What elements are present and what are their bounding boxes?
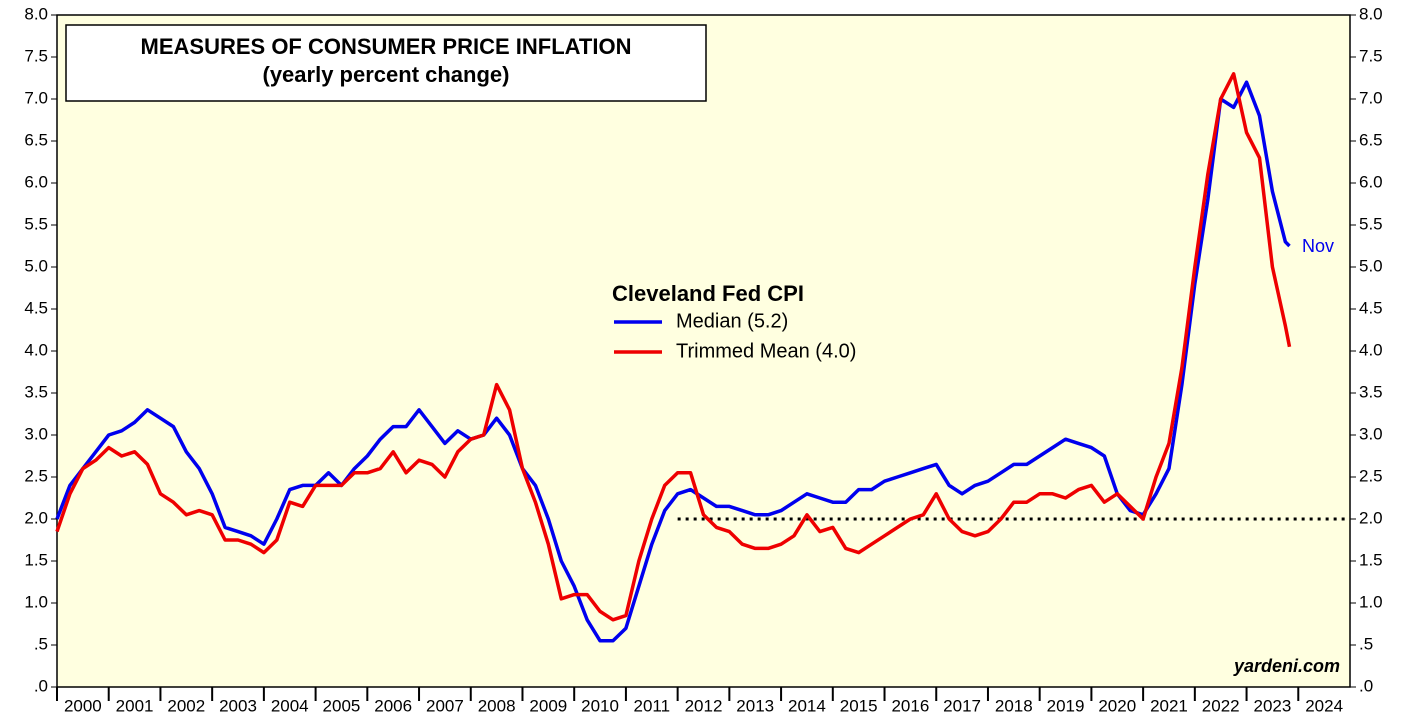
legend-label: Median (5.2) [676, 310, 788, 332]
x-tick-label: 2006 [374, 696, 412, 715]
x-tick-label: 2019 [1047, 696, 1085, 715]
x-tick-label: 2001 [116, 696, 154, 715]
y-tick-label: 6.0 [24, 172, 48, 191]
x-tick-label: 2004 [271, 696, 309, 715]
y2-tick-label: 1.0 [1359, 592, 1383, 611]
x-tick-label: 2023 [1254, 696, 1292, 715]
y-tick-label: 7.0 [24, 88, 48, 107]
x-tick-label: 2014 [788, 696, 826, 715]
y-tick-label: 1.0 [24, 592, 48, 611]
y-tick-label: 4.5 [24, 298, 48, 317]
legend-label: Trimmed Mean (4.0) [676, 340, 856, 362]
y2-tick-label: 2.0 [1359, 508, 1383, 527]
x-tick-label: 2007 [426, 696, 464, 715]
y2-tick-label: 6.0 [1359, 172, 1383, 191]
x-tick-label: 2021 [1150, 696, 1188, 715]
x-tick-label: 2018 [995, 696, 1033, 715]
y-tick-label: 2.0 [24, 508, 48, 527]
y-tick-label: 2.5 [24, 466, 48, 485]
x-tick-label: 2015 [840, 696, 878, 715]
y2-tick-label: 3.5 [1359, 382, 1383, 401]
legend-title: Cleveland Fed CPI [612, 281, 804, 306]
y-tick-label: 5.5 [24, 214, 48, 233]
x-tick-label: 2022 [1202, 696, 1240, 715]
y2-tick-label: 7.0 [1359, 88, 1383, 107]
y-tick-label: .0 [34, 676, 48, 695]
y2-tick-label: 3.0 [1359, 424, 1383, 443]
y-tick-label: 1.5 [24, 550, 48, 569]
x-tick-label: 2010 [581, 696, 619, 715]
y-tick-label: 4.0 [24, 340, 48, 359]
x-tick-label: 2002 [167, 696, 205, 715]
y2-tick-label: 4.5 [1359, 298, 1383, 317]
y2-tick-label: 5.5 [1359, 214, 1383, 233]
x-tick-label: 2017 [943, 696, 981, 715]
x-tick-label: 2020 [1098, 696, 1136, 715]
plot-area [56, 14, 1351, 688]
marks [55, 72, 1350, 643]
x-tick-label: 2024 [1305, 696, 1343, 715]
y-tick-label: 3.5 [24, 382, 48, 401]
x-tick-label: 2011 [633, 696, 670, 715]
y-tick-label: 7.5 [24, 46, 48, 65]
chart-subtitle: (yearly percent change) [263, 62, 510, 87]
x-tick-label: 2003 [219, 696, 257, 715]
y-tick-label: 3.0 [24, 424, 48, 443]
annotation: Nov [1302, 236, 1334, 256]
y2-tick-label: 6.5 [1359, 130, 1383, 149]
annotation: yardeni.com [1233, 656, 1340, 676]
series-line [55, 72, 1292, 622]
y2-tick-label: 4.0 [1359, 340, 1383, 359]
y2-tick-label: 7.5 [1359, 46, 1383, 65]
y-tick-label: .5 [34, 634, 48, 653]
y-tick-label: 5.0 [24, 256, 48, 275]
y2-tick-label: .0 [1359, 676, 1373, 695]
y-tick-label: 8.0 [24, 4, 48, 23]
y-tick-label: 6.5 [24, 130, 48, 149]
chart-title: MEASURES OF CONSUMER PRICE INFLATION [141, 34, 632, 59]
x-tick-label: 2008 [478, 696, 516, 715]
series-line [55, 80, 1291, 643]
y2-tick-label: .5 [1359, 634, 1373, 653]
y2-tick-label: 5.0 [1359, 256, 1383, 275]
x-tick-label: 2000 [64, 696, 102, 715]
y2-tick-label: 2.5 [1359, 466, 1383, 485]
y2-tick-label: 1.5 [1359, 550, 1383, 569]
y2-tick-label: 8.0 [1359, 4, 1383, 23]
x-tick-label: 2012 [685, 696, 723, 715]
x-tick-label: 2005 [323, 696, 361, 715]
x-tick-label: 2009 [529, 696, 567, 715]
x-tick-label: 2013 [736, 696, 774, 715]
x-tick-label: 2016 [891, 696, 929, 715]
title-box [65, 24, 707, 102]
